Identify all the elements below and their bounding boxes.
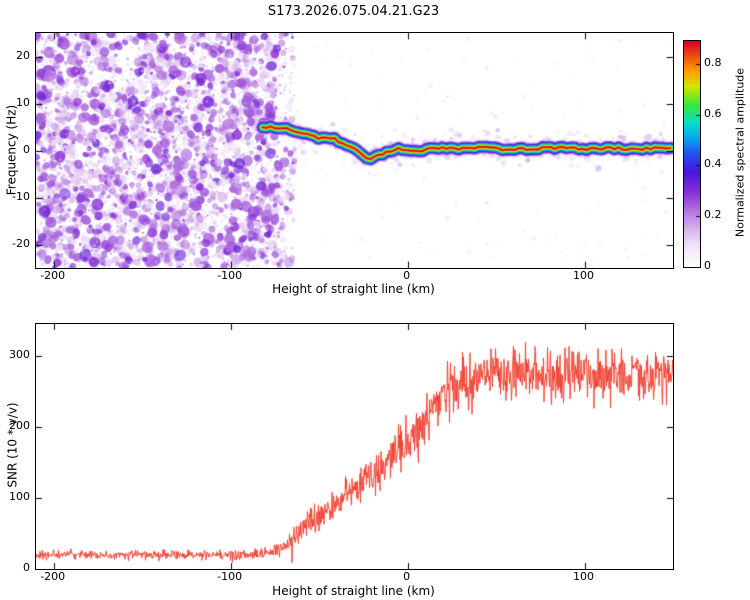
snr-x-tick-label: 0: [403, 570, 411, 583]
colorbar-tick-label: 0.8: [704, 55, 722, 69]
snr-y-tick-label: 300: [9, 347, 30, 361]
colorbar-tick-label: 0.2: [704, 208, 722, 222]
colorbar-label: Normalized spectral amplitude: [733, 67, 747, 238]
colorbar: [683, 40, 701, 268]
colorbar-canvas: [684, 41, 700, 267]
colorbar-tick-label: 0.6: [704, 106, 722, 120]
snr-y-tick-label: 200: [9, 418, 30, 432]
figure-title: S173.2026.075.04.21.G23: [267, 4, 440, 19]
snr-canvas: [36, 324, 673, 569]
snr-y-tick-label: 0: [23, 561, 30, 574]
snr-x-tick-label: 100: [573, 570, 595, 583]
spectrogram-y-tick-label: 0: [23, 142, 30, 156]
colorbar-tick-label: 0: [704, 259, 711, 272]
spectrogram-y-tick-label: 20: [16, 48, 30, 62]
spectrogram-canvas: [36, 33, 673, 268]
snr-plot-area: [35, 323, 674, 570]
spectrogram-x-tick-label: -100: [217, 269, 243, 282]
spectrogram-y-tick-label: -10: [12, 189, 30, 203]
spectrogram-y-tick-label: 10: [16, 95, 30, 109]
spectrogram-x-tick-label: 0: [403, 269, 411, 282]
spectrogram-x-tick-label: -200: [40, 269, 66, 282]
spectrogram-x-axis-label: Height of straight line (km): [272, 282, 435, 296]
spectrogram-y-tick-label: -20: [12, 236, 30, 250]
snr-x-tick-label: -200: [40, 570, 66, 583]
snr-x-axis-label: Height of straight line (km): [272, 584, 435, 598]
colorbar-tick-label: 0.4: [704, 157, 722, 171]
snr-y-tick-label: 100: [9, 489, 30, 503]
snr-x-tick-label: -100: [217, 570, 243, 583]
spectrogram-plot-area: [35, 32, 674, 269]
spectrogram-x-tick-label: 100: [573, 269, 595, 282]
